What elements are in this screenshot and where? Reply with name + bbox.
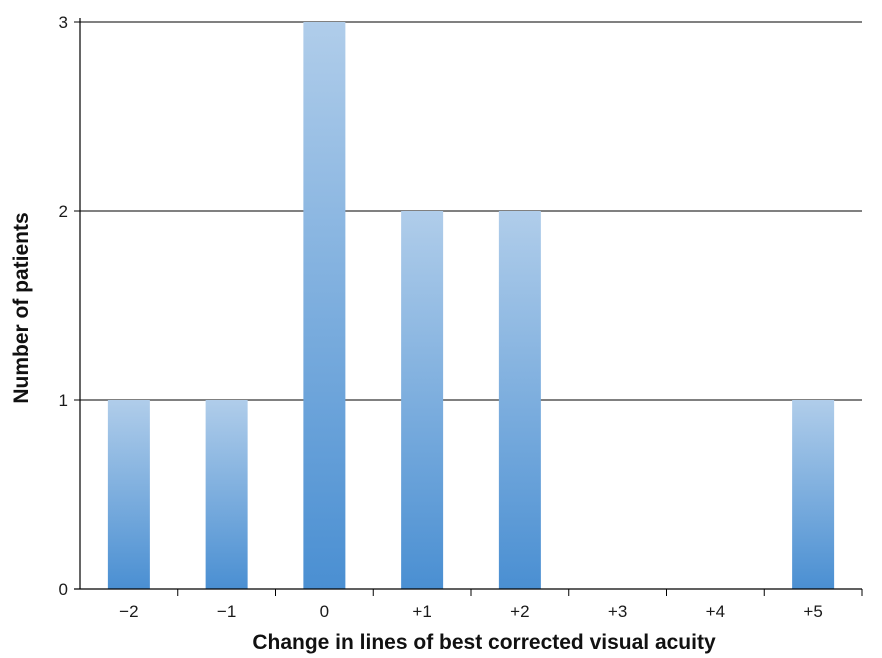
y-tick-label: 0 — [59, 580, 68, 599]
bars — [107, 22, 835, 589]
gridlines — [80, 21, 862, 401]
y-axis-title: Number of patients — [10, 212, 33, 403]
axes — [74, 18, 863, 596]
bar — [107, 400, 150, 589]
x-tick-label: +2 — [510, 602, 529, 621]
x-tick-label: 0 — [320, 602, 329, 621]
bar — [205, 400, 248, 589]
y-tick-label: 2 — [59, 202, 68, 221]
x-tick-label: −2 — [119, 602, 138, 621]
x-tick-label: +3 — [608, 602, 627, 621]
y-tick-label: 3 — [59, 13, 68, 32]
bar — [792, 400, 835, 589]
bar — [303, 22, 346, 589]
bar — [498, 211, 541, 589]
tick-labels: 0 1 2 3 −2 −1 0 +1 +2 +3 +4 +5 — [59, 13, 823, 621]
x-tick-label: +4 — [706, 602, 725, 621]
x-tick-label: −1 — [217, 602, 236, 621]
x-tick-label: +1 — [412, 602, 431, 621]
x-tick-label: +5 — [803, 602, 822, 621]
y-tick-label: 1 — [59, 391, 68, 410]
x-axis-title: Change in lines of best corrected visual… — [252, 631, 716, 654]
bar — [401, 211, 444, 589]
